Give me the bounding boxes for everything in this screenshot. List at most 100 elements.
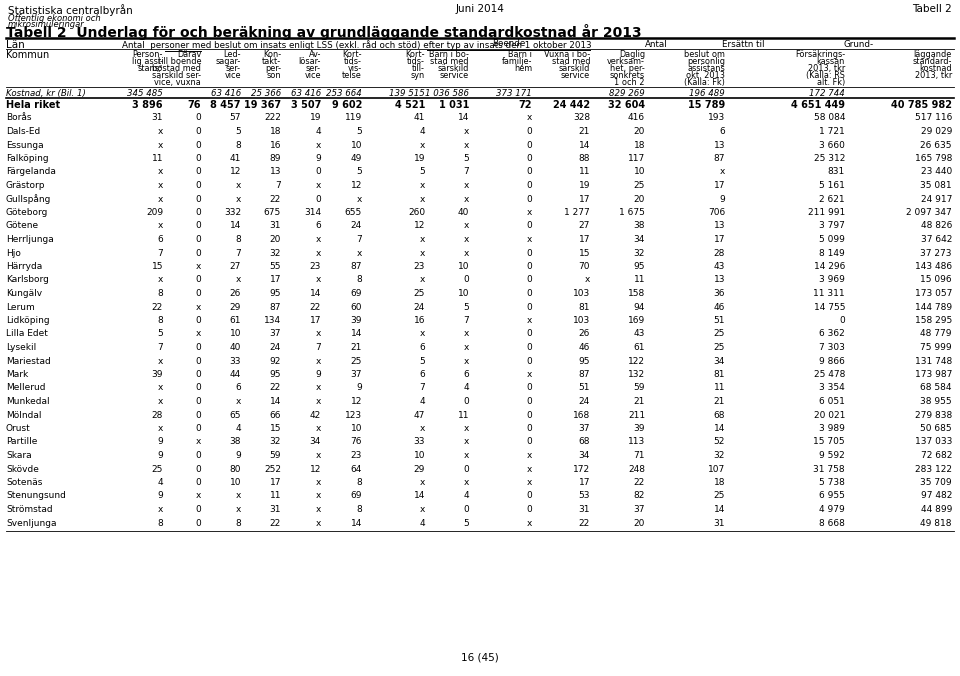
Text: x: x bbox=[420, 329, 425, 339]
Text: 17: 17 bbox=[579, 478, 590, 487]
Text: 25: 25 bbox=[713, 491, 725, 500]
Text: 37: 37 bbox=[270, 329, 281, 339]
Text: Grund-: Grund- bbox=[843, 40, 874, 49]
Text: 15: 15 bbox=[270, 424, 281, 433]
Text: 20 021: 20 021 bbox=[814, 410, 845, 420]
Text: 14: 14 bbox=[229, 222, 241, 231]
Text: service: service bbox=[440, 71, 469, 80]
Text: 6 955: 6 955 bbox=[819, 491, 845, 500]
Text: 25 312: 25 312 bbox=[814, 154, 845, 163]
Text: 33: 33 bbox=[414, 437, 425, 447]
Text: 11: 11 bbox=[579, 168, 590, 176]
Text: x: x bbox=[527, 518, 532, 527]
Text: 22: 22 bbox=[270, 383, 281, 393]
Text: Hjo: Hjo bbox=[6, 249, 21, 258]
Text: 10: 10 bbox=[229, 478, 241, 487]
Text: 17: 17 bbox=[270, 276, 281, 285]
Text: 39: 39 bbox=[152, 370, 163, 379]
Text: 0: 0 bbox=[195, 168, 201, 176]
Text: 26: 26 bbox=[579, 329, 590, 339]
Text: x: x bbox=[316, 491, 321, 500]
Text: x: x bbox=[420, 235, 425, 244]
Text: 23: 23 bbox=[310, 262, 321, 271]
Text: sagar-: sagar- bbox=[216, 57, 241, 66]
Text: 49 818: 49 818 bbox=[921, 518, 952, 527]
Text: 168: 168 bbox=[573, 410, 590, 420]
Text: 132: 132 bbox=[628, 370, 645, 379]
Text: Lysekil: Lysekil bbox=[6, 343, 36, 352]
Text: Tabell 2  Underlag för och beräkning av grundläggande standardkostnad år 2013: Tabell 2 Underlag för och beräkning av g… bbox=[6, 24, 641, 40]
Text: 173 987: 173 987 bbox=[915, 370, 952, 379]
Text: 0: 0 bbox=[526, 262, 532, 271]
Text: 68 584: 68 584 bbox=[921, 383, 952, 393]
Text: 7: 7 bbox=[315, 343, 321, 352]
Text: särskild ser-: särskild ser- bbox=[152, 71, 201, 80]
Text: 95: 95 bbox=[270, 289, 281, 298]
Text: 6: 6 bbox=[157, 235, 163, 244]
Text: 0: 0 bbox=[526, 302, 532, 312]
Text: Gullspång: Gullspång bbox=[6, 195, 52, 204]
Text: x: x bbox=[527, 370, 532, 379]
Text: 63 416: 63 416 bbox=[291, 89, 321, 98]
Text: 123: 123 bbox=[345, 410, 362, 420]
Text: 13: 13 bbox=[713, 222, 725, 231]
Text: ser-: ser- bbox=[306, 64, 321, 73]
Text: Borås: Borås bbox=[6, 114, 32, 122]
Text: 9: 9 bbox=[157, 451, 163, 460]
Text: 17: 17 bbox=[579, 235, 590, 244]
Text: 5 738: 5 738 bbox=[819, 478, 845, 487]
Text: x: x bbox=[316, 451, 321, 460]
Text: standard-: standard- bbox=[913, 57, 952, 66]
Text: 58 084: 58 084 bbox=[813, 114, 845, 122]
Text: 23 440: 23 440 bbox=[921, 168, 952, 176]
Text: 61: 61 bbox=[229, 316, 241, 325]
Text: 14: 14 bbox=[713, 424, 725, 433]
Text: 22: 22 bbox=[270, 195, 281, 203]
Text: 248: 248 bbox=[628, 464, 645, 473]
Text: x: x bbox=[464, 235, 469, 244]
Text: 3 507: 3 507 bbox=[291, 100, 321, 110]
Text: 9 592: 9 592 bbox=[819, 451, 845, 460]
Text: 6: 6 bbox=[315, 222, 321, 231]
Text: Statistiska centralbyrån: Statistiska centralbyrån bbox=[8, 4, 132, 16]
Text: Därav: Därav bbox=[177, 50, 201, 59]
Text: 7: 7 bbox=[420, 383, 425, 393]
Text: x: x bbox=[420, 424, 425, 433]
Text: Kostnad, kr (Bil. 1): Kostnad, kr (Bil. 1) bbox=[6, 89, 85, 98]
Text: 8: 8 bbox=[235, 235, 241, 244]
Text: 31: 31 bbox=[270, 505, 281, 514]
Text: 10: 10 bbox=[229, 329, 241, 339]
Text: 87: 87 bbox=[270, 302, 281, 312]
Text: 831: 831 bbox=[828, 168, 845, 176]
Text: 7: 7 bbox=[157, 343, 163, 352]
Text: 0: 0 bbox=[464, 276, 469, 285]
Text: 50 685: 50 685 bbox=[921, 424, 952, 433]
Text: 68: 68 bbox=[579, 437, 590, 447]
Text: 38: 38 bbox=[229, 437, 241, 447]
Text: 10: 10 bbox=[458, 262, 469, 271]
Text: 5: 5 bbox=[356, 127, 362, 136]
Text: 22: 22 bbox=[152, 302, 163, 312]
Text: 80: 80 bbox=[229, 464, 241, 473]
Text: x: x bbox=[196, 437, 201, 447]
Text: Av-: Av- bbox=[308, 50, 321, 59]
Text: 47: 47 bbox=[414, 410, 425, 420]
Text: 0: 0 bbox=[464, 464, 469, 473]
Text: 4: 4 bbox=[464, 491, 469, 500]
Text: 10: 10 bbox=[414, 451, 425, 460]
Text: 10: 10 bbox=[350, 424, 362, 433]
Text: 40: 40 bbox=[229, 343, 241, 352]
Text: x: x bbox=[316, 424, 321, 433]
Text: Lilla Edet: Lilla Edet bbox=[6, 329, 48, 339]
Text: lösar-: lösar- bbox=[299, 57, 321, 66]
Text: sonkrets: sonkrets bbox=[610, 71, 645, 80]
Text: 0: 0 bbox=[195, 451, 201, 460]
Text: 69: 69 bbox=[350, 491, 362, 500]
Text: 82: 82 bbox=[634, 491, 645, 500]
Text: x: x bbox=[527, 478, 532, 487]
Text: 9: 9 bbox=[356, 383, 362, 393]
Text: 14: 14 bbox=[579, 141, 590, 149]
Text: Tabell 2: Tabell 2 bbox=[912, 4, 952, 14]
Text: 3 354: 3 354 bbox=[819, 383, 845, 393]
Text: x: x bbox=[235, 505, 241, 514]
